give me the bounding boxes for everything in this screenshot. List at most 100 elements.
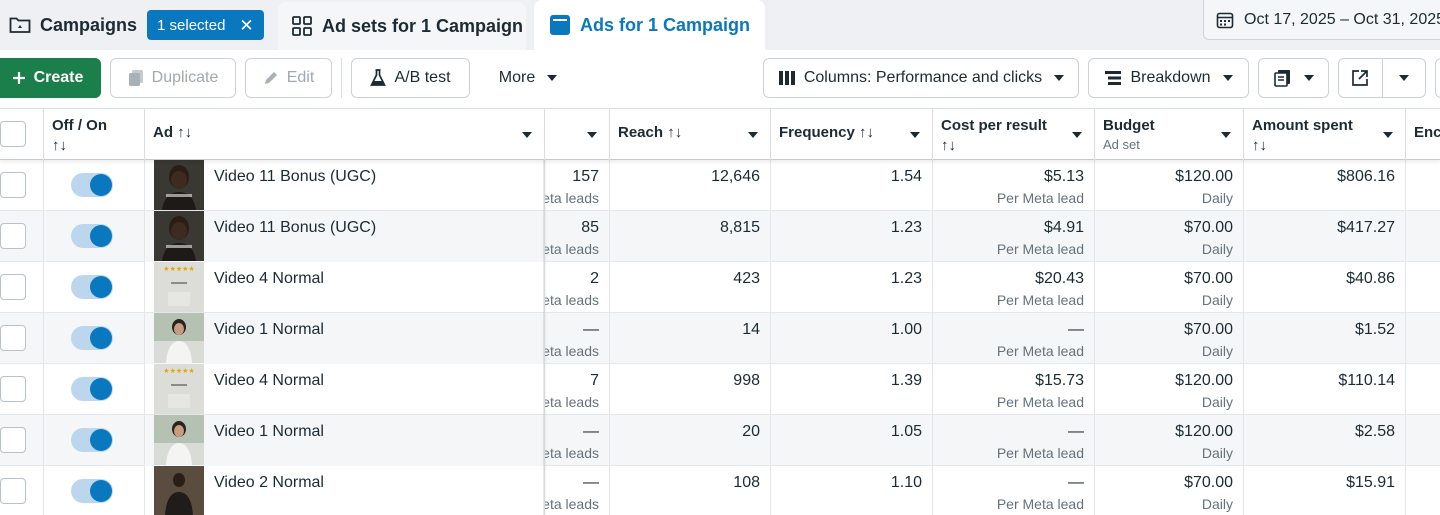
ad-name[interactable]: Video 2 Normal [214,474,324,491]
table-row[interactable]: Video 1 Normal — eta leads 14 1.00 — Per… [0,313,1440,364]
row-ad-cell[interactable]: ★★★★★ Video 4 Normal [145,364,545,415]
ad-name[interactable]: Video 1 Normal [214,423,324,440]
row-ad-cell[interactable]: Video 11 Bonus (UGC) [145,160,545,211]
table-row[interactable]: ★★★★★ Video 4 Normal 7 eta leads 998 1.3… [0,364,1440,415]
edit-button[interactable]: Edit [245,58,332,98]
row-checkbox[interactable] [0,325,26,351]
chevron-down-icon[interactable] [587,132,597,138]
row-toggle-cell [44,262,145,313]
row-budget-cell[interactable]: $70.00 Daily [1095,262,1244,313]
row-budget-cell[interactable]: $70.00 Daily [1095,313,1244,364]
row-checkbox[interactable] [0,376,26,402]
sort-icon[interactable]: ↑↓ [667,124,683,141]
ad-thumbnail[interactable] [154,160,204,210]
row-budget-cell[interactable]: $120.00 Daily [1095,364,1244,415]
header-amount-spent[interactable]: Amount spent ↑↓ [1244,109,1406,160]
ad-on-off-toggle[interactable] [71,326,113,350]
row-checkbox[interactable] [0,274,26,300]
row-checkbox[interactable] [0,427,26,453]
budget-value[interactable]: $70.00 [1184,474,1233,491]
row-cost-per-result-cell: $5.13 Per Meta lead [933,160,1095,211]
ad-on-off-toggle[interactable] [71,224,113,248]
ad-name[interactable]: Video 4 Normal [214,270,324,287]
frequency-value: 1.23 [890,270,922,287]
header-reach[interactable]: Reach ↑↓ [610,109,771,160]
table-row[interactable]: Video 2 Normal — eta leads 108 1.10 — Pe… [0,466,1440,515]
ad-on-off-toggle[interactable] [71,428,113,452]
ad-thumbnail[interactable]: ★★★★★ [154,262,204,312]
header-ends[interactable]: Enc [1406,109,1440,160]
ad-name[interactable]: Video 11 Bonus (UGC) [214,219,377,236]
row-checkbox[interactable] [0,478,26,504]
ad-thumbnail[interactable] [154,415,204,465]
row-ad-cell[interactable]: Video 1 Normal [145,313,545,364]
table-row[interactable]: Video 11 Bonus (UGC) 157 eta leads 12,64… [0,160,1440,211]
row-checkbox[interactable] [0,172,26,198]
export-options-button[interactable] [1381,59,1425,97]
reports-dropdown[interactable] [1258,58,1329,98]
create-button[interactable]: Create [0,58,101,98]
chevron-down-icon[interactable] [1383,132,1393,138]
select-all-checkbox[interactable] [0,121,26,147]
chevron-down-icon[interactable] [1072,132,1082,138]
ad-thumbnail[interactable] [154,313,204,363]
ad-thumbnail[interactable] [154,211,204,261]
header-results[interactable] [545,109,610,160]
ad-on-off-toggle[interactable] [71,173,113,197]
tab-ads[interactable]: Ads for 1 Campaign [534,0,765,50]
budget-value[interactable]: $70.00 [1184,270,1233,287]
ad-name[interactable]: Video 1 Normal [214,321,324,338]
export-button[interactable] [1339,59,1382,97]
row-budget-cell[interactable]: $120.00 Daily [1095,160,1244,211]
sort-icon[interactable]: ↑↓ [52,137,67,154]
tab-campaigns[interactable]: Campaigns 1 selected ✕ [0,0,266,50]
ad-thumbnail[interactable] [154,466,204,515]
close-icon[interactable]: ✕ [239,15,254,35]
row-budget-cell[interactable]: $120.00 Daily [1095,415,1244,466]
row-budget-cell[interactable]: $70.00 Daily [1095,466,1244,515]
chevron-down-icon[interactable] [910,132,920,138]
header-cost-per-result[interactable]: Cost per result ↑↓ [933,109,1095,160]
row-budget-cell[interactable]: $70.00 Daily [1095,211,1244,262]
tab-ad-sets[interactable]: Ad sets for 1 Campaign [278,2,526,50]
budget-value[interactable]: $120.00 [1175,372,1233,389]
chevron-down-icon[interactable] [522,132,532,138]
ad-name[interactable]: Video 4 Normal [214,372,324,389]
selected-badge[interactable]: 1 selected ✕ [147,10,264,40]
duplicate-button[interactable]: Duplicate [110,58,236,98]
header-budget[interactable]: Budget Ad set [1095,109,1244,160]
sort-icon[interactable]: ↑↓ [1252,137,1267,154]
sort-icon[interactable]: ↑↓ [941,137,956,154]
folder-icon [8,13,32,37]
ad-thumbnail[interactable]: ★★★★★ [154,364,204,414]
table-row[interactable]: Video 11 Bonus (UGC) 85 eta leads 8,815 … [0,211,1440,262]
row-checkbox[interactable] [0,223,26,249]
breakdown-dropdown[interactable]: Breakdown [1088,58,1249,98]
header-frequency[interactable]: Frequency ↑↓ [771,109,933,160]
budget-value[interactable]: $120.00 [1175,168,1233,185]
table-row[interactable]: ★★★★★ Video 4 Normal 2 eta leads 423 1.2… [0,262,1440,313]
row-ad-cell[interactable]: ★★★★★ Video 4 Normal [145,262,545,313]
columns-dropdown[interactable]: Columns: Performance and clicks [763,58,1079,98]
table-row[interactable]: Video 1 Normal — eta leads 20 1.05 — Per… [0,415,1440,466]
ad-name[interactable]: Video 11 Bonus (UGC) [214,168,377,185]
budget-value[interactable]: $120.00 [1175,423,1233,440]
more-button[interactable]: More [484,58,572,98]
row-ad-cell[interactable]: Video 11 Bonus (UGC) [145,211,545,262]
date-range-picker[interactable]: Oct 17, 2025 – Oct 31, 2025 [1203,0,1440,40]
overflow-button[interactable] [1435,58,1440,98]
row-ad-cell[interactable]: Video 1 Normal [145,415,545,466]
ab-test-button[interactable]: A/B test [351,58,470,98]
header-ad[interactable]: Ad ↑↓ [145,109,545,160]
ad-on-off-toggle[interactable] [71,377,113,401]
budget-value[interactable]: $70.00 [1184,219,1233,236]
row-ad-cell[interactable]: Video 2 Normal [145,466,545,515]
chevron-down-icon[interactable] [748,132,758,138]
sort-icon[interactable]: ↑↓ [859,124,875,141]
ad-on-off-toggle[interactable] [71,275,113,299]
budget-value[interactable]: $70.00 [1184,321,1233,338]
header-off-on[interactable]: Off / On ↑↓ [44,109,145,160]
chevron-down-icon[interactable] [1221,132,1231,138]
ad-on-off-toggle[interactable] [71,479,113,503]
sort-icon[interactable]: ↑↓ [177,124,193,141]
